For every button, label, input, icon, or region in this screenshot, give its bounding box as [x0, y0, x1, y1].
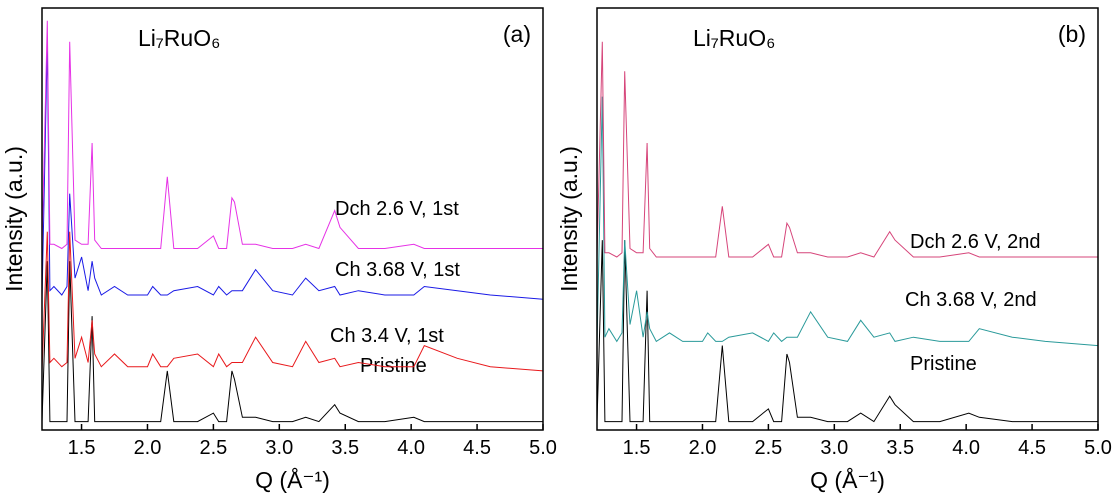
x-tick-label: 5.0	[1084, 437, 1112, 459]
x-tick-label: 4.0	[397, 437, 425, 459]
panel-label: (a)	[503, 21, 531, 47]
series-label: Ch 3.68 V, 1st	[335, 259, 460, 281]
y-axis-label: Intensity (a.u.)	[1, 146, 27, 292]
panel-label: (b)	[1058, 21, 1086, 47]
x-tick-label: 1.5	[68, 437, 96, 459]
x-tick-label: 3.0	[820, 437, 848, 459]
data-line	[41, 20, 543, 250]
series-label: Pristine	[360, 355, 427, 377]
x-tick-label: 3.5	[331, 437, 359, 459]
x-axis-label: Q (Å⁻¹)	[255, 466, 330, 493]
x-tick-label: 5.0	[529, 437, 557, 459]
data-line	[41, 261, 543, 423]
x-tick-label: 4.0	[952, 437, 980, 459]
x-tick-label: 4.5	[1018, 437, 1046, 459]
x-tick-label: 4.5	[463, 437, 491, 459]
series-label: Dch 2.6 V, 2nd	[910, 231, 1040, 253]
data-line	[596, 96, 1099, 347]
x-tick-label: 2.0	[689, 437, 717, 459]
x-axis-label: Q (Å⁻¹)	[810, 466, 885, 493]
series-label: Pristine	[910, 353, 977, 375]
series-label: Dch 2.6 V, 1st	[335, 198, 459, 220]
series-label: Ch 3.4 V, 1st	[330, 325, 444, 347]
data-line	[41, 41, 544, 300]
y-axis-label: Intensity (a.u.)	[556, 146, 582, 292]
formula: Li₇RuO₆	[693, 25, 775, 51]
x-tick-label: 1.5	[623, 437, 651, 459]
series-label: Ch 3.68 V, 2nd	[905, 289, 1037, 311]
plot-frame	[41, 7, 544, 431]
x-tick-label: 3.5	[886, 437, 914, 459]
data-line	[596, 240, 1098, 423]
x-tick-label: 2.5	[199, 437, 227, 459]
data-line	[596, 41, 1098, 258]
x-tick-label: 3.0	[265, 437, 293, 459]
formula: Li₇RuO₆	[138, 25, 220, 51]
x-tick-label: 2.0	[134, 437, 162, 459]
x-tick-label: 2.5	[754, 437, 782, 459]
plot-frame	[596, 7, 1099, 431]
data-line	[41, 231, 544, 372]
